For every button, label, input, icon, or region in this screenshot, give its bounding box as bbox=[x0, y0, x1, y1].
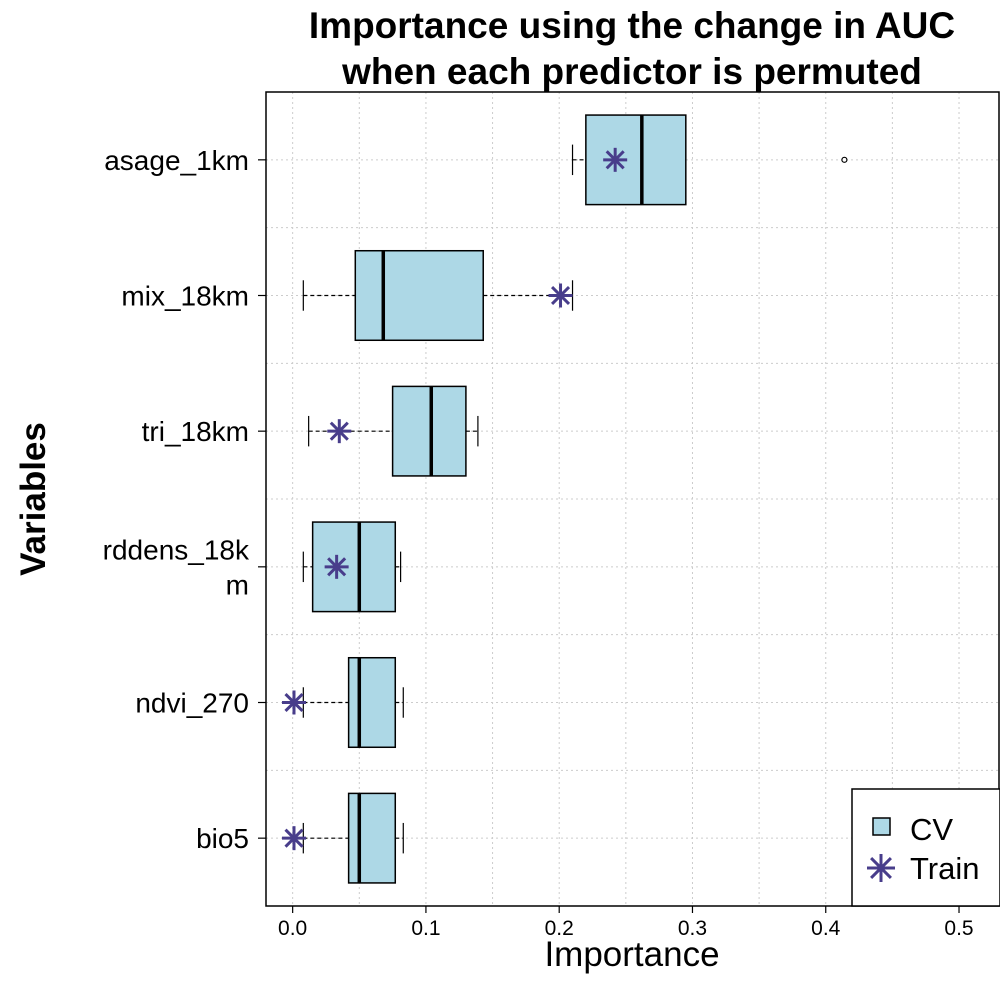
chart-title-line-1: Importance using the change in AUC bbox=[309, 5, 955, 46]
x-tick-label: 0.5 bbox=[944, 917, 973, 940]
box-layer bbox=[281, 114, 848, 884]
legend-cv-key bbox=[872, 817, 891, 836]
legend-cv-label: CV bbox=[910, 812, 953, 847]
train-marker bbox=[281, 826, 306, 851]
chart-title-line-2: when each predictor is permuted bbox=[341, 51, 922, 92]
outlier-point bbox=[841, 156, 848, 163]
x-tick-labels: 0.0 0.1 0.2 0.3 0.4 0.5 bbox=[278, 906, 974, 940]
iqr-box bbox=[585, 114, 687, 206]
x-tick-label: 0.3 bbox=[678, 917, 707, 940]
x-tick-label: 0.1 bbox=[411, 917, 440, 940]
y-tick-label: tri_18km bbox=[142, 416, 249, 447]
train-marker bbox=[324, 554, 349, 579]
x-tick-label: 0.2 bbox=[545, 917, 574, 940]
iqr-box bbox=[347, 792, 397, 884]
iqr-box bbox=[354, 249, 484, 342]
plot-panel-border bbox=[265, 91, 1000, 907]
y-tick-label: bio5 bbox=[196, 823, 249, 854]
y-tick-label: ndvi_270 bbox=[135, 688, 249, 719]
boxplot-tri_18km bbox=[308, 385, 479, 477]
train-marker bbox=[603, 147, 628, 172]
iqr-box bbox=[391, 385, 467, 477]
legend-train-label: Train bbox=[910, 851, 979, 886]
y-tick-label: rddens_18k bbox=[103, 534, 250, 565]
boxplot-asage_1km bbox=[571, 114, 848, 206]
grid-lines bbox=[266, 92, 999, 906]
boxplot-mix_18km bbox=[302, 249, 574, 342]
boxplot-rddens_18km bbox=[302, 521, 402, 613]
legend-train-star bbox=[867, 854, 895, 882]
y-tick-label: asage_1km bbox=[104, 145, 249, 176]
x-tick-label: 0.4 bbox=[811, 917, 841, 940]
x-tick-label: 0.0 bbox=[278, 917, 307, 940]
train-marker bbox=[548, 283, 573, 308]
train-marker bbox=[281, 690, 306, 715]
legend-frame bbox=[851, 788, 1000, 907]
y-axis-title: Variables bbox=[14, 422, 53, 576]
boxplot-bio5 bbox=[281, 792, 404, 884]
x-axis-title: Importance bbox=[544, 935, 719, 974]
iqr-box bbox=[347, 656, 397, 749]
y-tick-labels: asage_1km mix_18km tri_18km rddens_18km ndvi… bbox=[103, 145, 266, 854]
legend: CV Train bbox=[851, 788, 1000, 907]
legend-train-key bbox=[867, 854, 895, 882]
boxplot-ndvi_270 bbox=[281, 656, 404, 749]
train-marker bbox=[327, 419, 352, 444]
y-tick-label: mix_18km bbox=[121, 281, 249, 312]
y-tick-label: m bbox=[226, 569, 249, 600]
